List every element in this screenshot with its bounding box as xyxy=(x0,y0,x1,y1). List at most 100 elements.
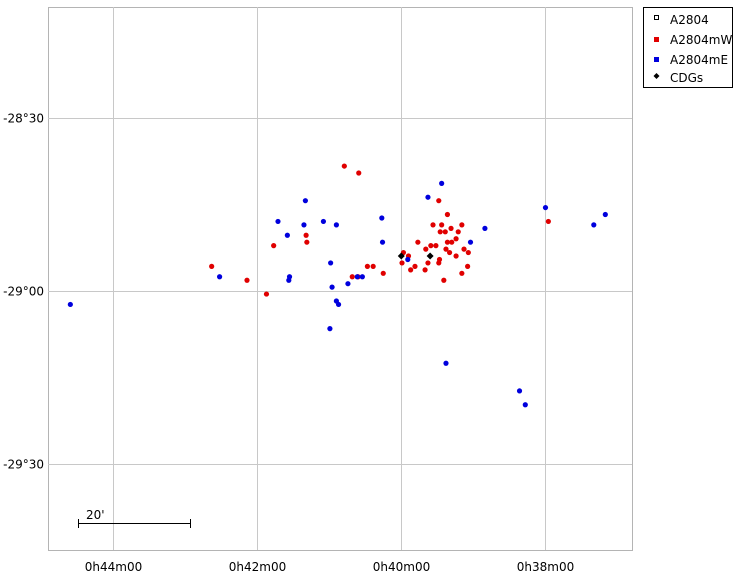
data-point-a2804mw xyxy=(408,267,414,273)
legend-label-a2804mw: A2804mW xyxy=(670,33,732,47)
data-point-a2804me xyxy=(328,260,334,266)
x-tick-label: 0h44m00 xyxy=(85,560,142,574)
data-point-a2804mw xyxy=(433,243,439,249)
data-point-a2804me xyxy=(301,222,307,228)
data-point-a2804mw xyxy=(349,274,355,280)
data-point-a2804mw xyxy=(415,239,421,245)
data-point-a2804me xyxy=(354,274,360,280)
data-point-a2804mw xyxy=(465,263,471,269)
data-point-a2804me xyxy=(542,204,549,211)
data-point-a2804me xyxy=(335,301,342,308)
y-tick-labels: -28°30 -29°00 -29°30 xyxy=(3,112,44,472)
data-point-a2804mw xyxy=(437,229,443,235)
data-point-a2804mw xyxy=(444,239,451,245)
data-point-a2804mw xyxy=(430,222,436,228)
x-tick-label: 0h42m00 xyxy=(229,560,286,574)
legend-item-cdgs: CDGs xyxy=(653,71,703,85)
legend-box xyxy=(643,7,733,88)
data-point-a2804mw xyxy=(412,263,418,269)
red-square-marker-icon xyxy=(654,37,659,42)
data-point-a2804me xyxy=(482,225,488,231)
data-point-a2804me xyxy=(467,239,474,245)
data-point-a2804mw xyxy=(459,222,465,228)
data-point-a2804mw xyxy=(461,246,467,252)
data-point-a2804mw xyxy=(545,218,551,225)
data-point-a2804mw xyxy=(439,222,445,228)
data-point-a2804mw xyxy=(399,260,405,266)
data-point-a2804mw xyxy=(341,163,347,169)
legend-item-a2804me: A2804mE xyxy=(654,53,728,67)
data-point-cdgs xyxy=(426,252,434,260)
data-point-a2804mw xyxy=(448,225,454,231)
data-point-a2804mw xyxy=(304,239,310,245)
diamond-marker-icon xyxy=(653,73,660,79)
legend-label-cdgs: CDGs xyxy=(670,71,703,85)
data-point-a2804mw xyxy=(303,232,309,238)
data-point-a2804mw xyxy=(442,229,448,235)
y-tick-label: -29°30 xyxy=(3,458,44,472)
data-point-a2804me xyxy=(302,198,308,204)
data-point-a2804me xyxy=(329,284,335,290)
scale-bar-label: 20' xyxy=(86,508,105,522)
data-point-a2804me xyxy=(67,301,73,308)
data-point-a2804me xyxy=(591,222,597,228)
data-point-a2804me xyxy=(439,180,445,186)
data-point-a2804mw xyxy=(380,270,386,276)
data-point-cdgs xyxy=(397,252,405,260)
data-point-a2804me xyxy=(286,277,292,283)
legend: A2804 A2804mW A2804mE CDGs xyxy=(643,7,733,88)
data-point-a2804mw xyxy=(436,198,442,204)
data-point-a2804mw xyxy=(428,243,434,249)
data-point-a2804mw xyxy=(425,260,431,266)
scale-bar: 20' xyxy=(78,508,191,528)
data-point-a2804mw xyxy=(446,249,453,256)
data-point-a2804mw xyxy=(441,277,447,283)
x-tick-label: 0h40m00 xyxy=(373,560,430,574)
data-point-a2804me xyxy=(333,222,339,228)
data-point-a2804mw xyxy=(453,236,459,242)
data-point-a2804mw xyxy=(271,243,277,249)
data-point-a2804me xyxy=(443,360,449,366)
data-point-a2804me xyxy=(602,211,608,218)
data-point-a2804me xyxy=(379,239,386,245)
legend-item-a2804: A2804 xyxy=(654,13,709,27)
data-point-a2804mw xyxy=(356,170,362,176)
data-point-a2804mw xyxy=(244,277,250,283)
data-point-a2804me xyxy=(405,256,411,263)
data-point-a2804mw xyxy=(443,246,449,252)
data-point-a2804mw xyxy=(209,263,215,269)
legend-label-a2804me: A2804mE xyxy=(670,53,728,67)
data-point-a2804mw xyxy=(453,253,459,259)
data-point-a2804mw xyxy=(370,263,376,269)
data-point-a2804mw xyxy=(449,239,455,245)
plot-frame xyxy=(48,7,633,551)
x-tick-labels: 0h44m00 0h42m00 0h40m00 0h38m00 xyxy=(85,560,574,574)
data-point-a2804me xyxy=(275,218,281,225)
legend-item-a2804mw: A2804mW xyxy=(654,33,732,47)
data-point-a2804mw xyxy=(263,291,270,297)
y-tick-label: -28°30 xyxy=(3,112,44,126)
data-point-a2804me xyxy=(216,274,223,280)
blue-square-marker-icon xyxy=(654,57,659,62)
data-point-a2804mw xyxy=(444,211,451,218)
data-point-a2804mw xyxy=(423,246,429,252)
data-point-a2804mw xyxy=(455,229,461,235)
data-point-a2804me xyxy=(522,402,528,408)
data-point-a2804me xyxy=(425,194,431,200)
legend-label-a2804: A2804 xyxy=(670,13,709,27)
data-point-a2804me xyxy=(516,388,523,394)
data-point-a2804mw xyxy=(422,267,428,273)
x-tick-label: 0h38m00 xyxy=(517,560,574,574)
data-point-a2804mw xyxy=(364,263,370,269)
data-point-a2804me xyxy=(327,326,333,332)
y-tick-label: -29°00 xyxy=(3,285,44,299)
data-point-a2804me xyxy=(345,281,351,287)
data-points xyxy=(67,163,608,408)
grid xyxy=(48,7,632,550)
data-point-a2804me xyxy=(284,232,290,238)
data-point-a2804mw xyxy=(459,270,465,276)
open-square-marker-icon xyxy=(654,15,659,20)
data-point-a2804mw xyxy=(436,260,442,266)
data-point-a2804me xyxy=(359,274,365,280)
